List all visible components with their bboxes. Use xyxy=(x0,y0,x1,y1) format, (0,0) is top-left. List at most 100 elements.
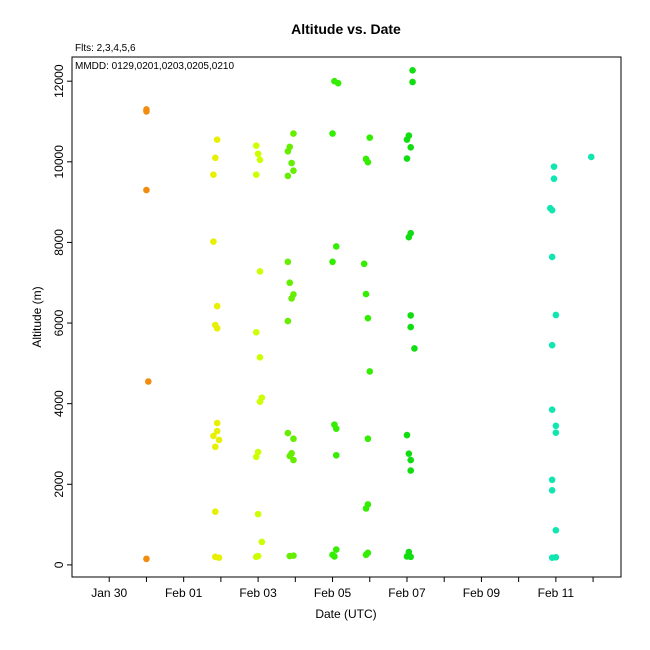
x-tick-label: Feb 07 xyxy=(388,586,426,600)
data-point xyxy=(284,148,292,155)
data-point xyxy=(407,456,415,464)
data-points xyxy=(143,67,595,563)
data-point xyxy=(252,553,260,561)
data-point xyxy=(360,260,368,268)
data-point xyxy=(286,279,294,287)
data-point xyxy=(403,136,411,143)
x-axis-label: Date (UTC) xyxy=(315,607,376,621)
data-point xyxy=(409,78,416,86)
data-point xyxy=(364,435,372,443)
data-point xyxy=(332,425,340,432)
data-point xyxy=(143,108,150,115)
x-tick-label: Feb 01 xyxy=(165,586,203,600)
data-point xyxy=(284,317,292,325)
data-point xyxy=(548,487,556,494)
data-point xyxy=(143,555,150,563)
data-point xyxy=(362,505,370,512)
series-1 xyxy=(143,106,152,563)
data-point xyxy=(143,186,150,194)
data-point xyxy=(256,398,264,405)
data-point xyxy=(407,323,415,331)
data-point xyxy=(548,406,556,414)
data-point xyxy=(211,508,219,515)
data-point xyxy=(364,158,372,166)
data-point xyxy=(290,130,297,137)
x-tick-label: Feb 09 xyxy=(463,586,501,600)
data-point xyxy=(213,427,221,435)
data-point xyxy=(252,329,260,336)
data-point xyxy=(145,378,152,385)
data-point xyxy=(254,150,262,158)
data-point xyxy=(213,419,221,427)
data-point xyxy=(411,345,418,352)
data-point xyxy=(552,429,560,436)
data-point xyxy=(211,154,219,162)
data-point xyxy=(254,510,262,518)
data-point xyxy=(329,130,336,137)
series-6 xyxy=(403,67,418,561)
data-point xyxy=(407,143,415,151)
data-point xyxy=(256,156,264,164)
data-point xyxy=(552,553,560,561)
y-tick-label: 6000 xyxy=(52,309,66,336)
series-5 xyxy=(329,77,374,560)
data-point xyxy=(407,312,415,319)
data-point xyxy=(284,172,292,180)
data-point xyxy=(284,429,292,437)
data-point xyxy=(215,436,223,444)
y-axis: 0 2000 4000 6000 8000 10000 12000 xyxy=(52,64,72,568)
data-point xyxy=(213,136,221,143)
flights-annotation: Flts: 2,3,4,5,6 xyxy=(75,43,136,54)
data-point xyxy=(403,431,411,439)
series-2 xyxy=(210,136,223,561)
chart-title: Altitude vs. Date xyxy=(291,21,401,37)
x-tick-label: Feb 05 xyxy=(314,586,352,600)
data-point xyxy=(405,233,413,241)
x-tick-label: Feb 03 xyxy=(239,586,277,600)
data-point xyxy=(213,324,221,332)
data-point xyxy=(409,67,416,74)
y-tick-label: 2000 xyxy=(52,471,66,498)
data-point xyxy=(215,554,223,561)
data-point xyxy=(288,159,295,167)
data-point xyxy=(552,422,560,430)
data-point xyxy=(210,432,217,440)
data-point xyxy=(332,546,340,553)
data-point xyxy=(552,526,560,534)
data-point xyxy=(334,79,342,87)
series-4 xyxy=(284,130,297,560)
y-tick-label: 8000 xyxy=(52,229,66,256)
data-point xyxy=(366,134,374,141)
data-point xyxy=(552,311,560,319)
data-point xyxy=(405,450,413,457)
data-point xyxy=(362,290,370,298)
y-axis-label: Altitude (m) xyxy=(30,286,44,347)
data-point xyxy=(548,476,556,484)
data-point xyxy=(548,341,556,349)
data-point xyxy=(290,552,297,559)
data-point xyxy=(284,258,292,266)
y-tick-label: 0 xyxy=(52,561,66,568)
data-point xyxy=(403,155,411,162)
y-tick-label: 4000 xyxy=(52,390,66,417)
data-point xyxy=(366,368,374,375)
data-point xyxy=(407,467,415,474)
data-point xyxy=(252,142,260,149)
data-point xyxy=(332,243,340,250)
data-point xyxy=(329,258,336,266)
data-point xyxy=(210,171,217,179)
y-tick-label: 10000 xyxy=(52,145,66,179)
data-point xyxy=(550,175,558,183)
x-tick-label: Jan 30 xyxy=(91,586,127,600)
series-7 xyxy=(546,153,595,561)
y-tick-label: 12000 xyxy=(52,64,66,98)
data-point xyxy=(213,302,221,310)
mmdd-annotation: MMDD: 0129,0201,0203,0205,0210 xyxy=(75,61,234,72)
data-point xyxy=(407,553,415,561)
data-point xyxy=(548,253,556,261)
data-point xyxy=(211,443,219,451)
data-point xyxy=(210,238,217,245)
data-point xyxy=(258,538,266,546)
plot-frame xyxy=(71,56,622,578)
